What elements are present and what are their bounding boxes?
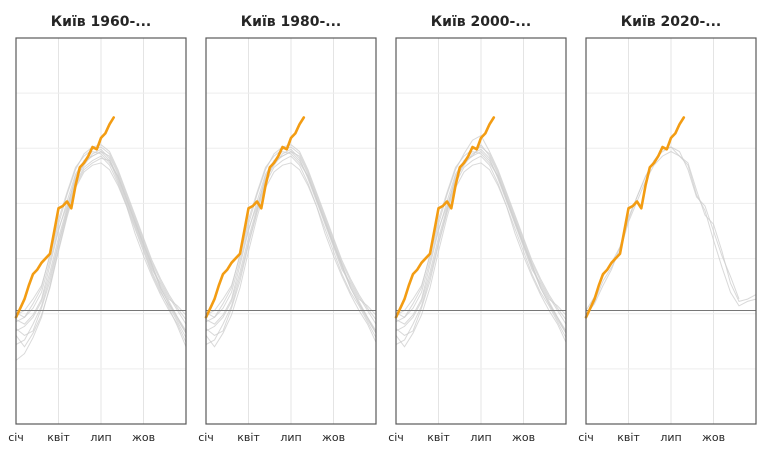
- x-tick-label: січ: [198, 431, 214, 444]
- series-line-other: [205, 162, 377, 348]
- series-line-other: [205, 146, 377, 325]
- panel-3: січ квіт лип жов: [388, 37, 567, 444]
- series-line-other: [585, 146, 757, 311]
- x-tick-label: жов: [322, 431, 345, 444]
- x-tick-label: лип: [660, 431, 681, 444]
- x-tick-label: січ: [388, 431, 404, 444]
- series-line-highlight: [14, 116, 115, 319]
- series-line-other: [15, 157, 187, 361]
- panel-frame: [585, 37, 757, 425]
- panel-2: січ квіт лип жов: [198, 37, 377, 444]
- series-line-other: [15, 146, 187, 325]
- x-tick-label: лип: [90, 431, 111, 444]
- x-tick-label: січ: [8, 431, 24, 444]
- panel-frame: [15, 37, 187, 425]
- series-line-other: [395, 150, 567, 345]
- series-line-other: [395, 150, 567, 332]
- x-tick-label: січ: [578, 431, 594, 444]
- series-line-highlight: [584, 116, 686, 319]
- series-line-other: [395, 162, 567, 348]
- x-tick-label: лип: [470, 431, 491, 444]
- x-tick-label: квіт: [617, 431, 640, 444]
- panel-frame: [395, 37, 567, 425]
- panel-frame: [205, 37, 377, 425]
- series-line-highlight: [204, 116, 306, 319]
- series-line-highlight: [394, 116, 496, 319]
- panel-1: січ квіт лип жов: [8, 37, 187, 444]
- panel-4: січ квіт лип жов: [578, 37, 757, 444]
- series-line-other: [395, 146, 567, 325]
- series-line-other: [15, 150, 187, 345]
- series-line-other: [15, 150, 187, 332]
- x-tick-label: квіт: [47, 431, 70, 444]
- x-tick-label: жов: [512, 431, 535, 444]
- x-tick-label: жов: [702, 431, 725, 444]
- panel-3-title: Київ 2000-...: [430, 14, 532, 30]
- series-line-other: [585, 146, 740, 316]
- series-line-other: [205, 155, 377, 338]
- x-tick-label: квіт: [237, 431, 260, 444]
- panel-4-title: Київ 2020-...: [620, 14, 722, 30]
- series-line-other: [395, 155, 567, 338]
- x-tick-label: жов: [132, 431, 155, 444]
- series-line-other: [205, 150, 377, 332]
- x-tick-label: квіт: [427, 431, 450, 444]
- panel-2-title: Київ 1980-...: [240, 14, 342, 30]
- series-line-other: [15, 155, 187, 338]
- x-tick-label: лип: [280, 431, 301, 444]
- series-line-other: [205, 150, 377, 345]
- panel-1-title: Київ 1960-...: [50, 14, 152, 30]
